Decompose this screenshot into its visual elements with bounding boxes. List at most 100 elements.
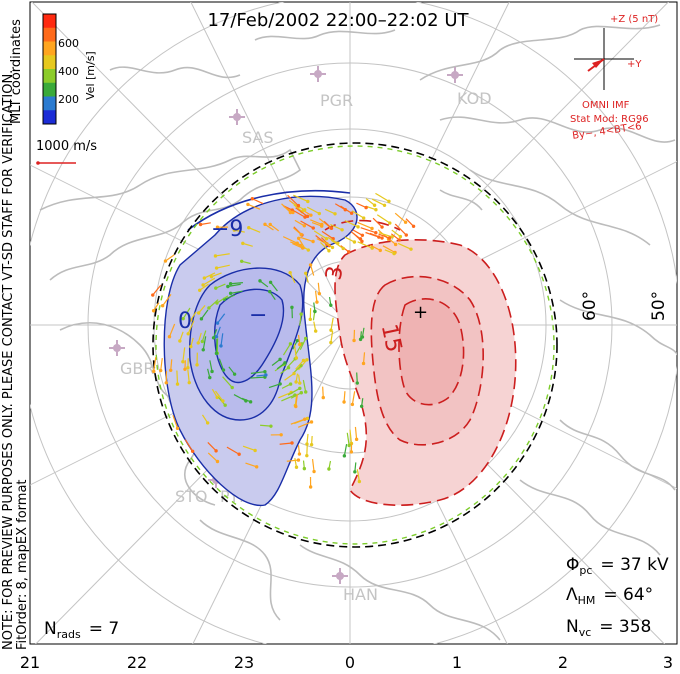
velocity-vector-origin <box>308 263 313 267</box>
velocity-vector <box>182 307 191 319</box>
velocity-vector <box>282 236 298 244</box>
velocity-vector <box>298 359 308 371</box>
latitude-label-50: 50° <box>649 291 669 321</box>
velocity-vector <box>172 415 179 429</box>
velocity-vector-origin <box>278 357 282 362</box>
velocity-vector <box>297 421 312 428</box>
velocity-vector-origin <box>186 366 190 370</box>
velocity-vector <box>202 277 216 286</box>
velocity-vector <box>334 203 346 211</box>
velocity-vector <box>351 210 365 219</box>
velocity-vector <box>252 198 264 205</box>
velocity-vector <box>356 372 358 384</box>
velocity-vector-origin <box>305 453 309 458</box>
velocity-vector-origin <box>215 395 219 400</box>
velocity-vector-origin <box>377 235 381 239</box>
contour-label-negative-left: 0 <box>178 309 192 334</box>
velocity-vector-origin <box>306 199 310 204</box>
velocity-vector-origin <box>349 211 354 215</box>
velocity-vector <box>344 236 355 243</box>
velocity-vector-origin <box>388 221 392 225</box>
scale-vector-dot <box>36 161 40 165</box>
velocity-vector-origin <box>187 380 191 385</box>
velocity-vector-origin <box>340 228 344 232</box>
negative-cell-core <box>214 288 285 383</box>
velocity-vector <box>290 392 302 399</box>
velocity-vector <box>218 358 225 371</box>
colorbar-label: Vel [m/s] <box>84 51 97 100</box>
latitude-label-60: 60° <box>580 291 600 321</box>
velocity-vector-origin <box>214 335 219 339</box>
velocity-vector-origin <box>324 237 329 241</box>
velocity-vector-origin <box>359 404 364 409</box>
velocity-vector <box>376 214 391 224</box>
velocity-vector-origin <box>297 452 302 456</box>
velocity-vector-origin <box>374 208 378 212</box>
velocity-vector <box>371 198 385 206</box>
velocity-vector <box>184 439 194 452</box>
imf-model: Stat Mod: RG96 <box>570 114 649 125</box>
velocity-vector-origin <box>214 266 219 270</box>
velocity-vector-origin <box>317 291 322 296</box>
velocity-vector <box>362 352 366 364</box>
velocity-vector-origin <box>159 368 163 373</box>
velocity-vector <box>324 208 336 215</box>
velocity-vector-origin <box>382 203 387 207</box>
velocity-vector-origin <box>298 342 302 347</box>
contour-label-negative-center: − <box>249 303 267 328</box>
velocity-vector <box>182 347 186 362</box>
velocity-vector <box>369 244 381 251</box>
velocity-vector <box>209 360 213 372</box>
velocity-vector <box>234 229 245 233</box>
velocity-vector <box>200 309 209 320</box>
velocity-vector-origin <box>198 222 203 227</box>
mlt-axis: 21 22 23 0 1 2 3 <box>20 653 673 672</box>
velocity-vector <box>352 229 363 236</box>
mlt-tick-22: 22 <box>127 653 147 672</box>
velocity-vector-origin <box>268 289 272 294</box>
velocity-vector <box>293 194 309 203</box>
velocity-vector <box>349 429 353 444</box>
velocity-vector-origin <box>304 271 308 275</box>
colorbar-swatch <box>43 41 56 56</box>
velocity-vector <box>313 230 327 240</box>
velocity-vector <box>242 445 256 452</box>
velocity-vector <box>230 282 243 285</box>
mlt-tick-3: 3 <box>663 653 673 672</box>
velocity-vector <box>260 424 271 427</box>
velocity-vector <box>378 233 390 239</box>
velocity-vector-origin <box>392 251 396 256</box>
velocity-vector-origin <box>302 466 307 471</box>
velocity-vector-origin <box>205 421 210 425</box>
velocity-vector-origin <box>209 274 214 279</box>
velocity-vector <box>352 232 363 242</box>
velocity-vector-origin <box>215 301 219 305</box>
velocity-vector-origin <box>304 390 308 394</box>
velocity-vector-origin <box>202 276 207 280</box>
velocity-vector-origin <box>296 236 301 241</box>
velocity-vector <box>270 281 278 292</box>
velocity-vector-origin <box>329 328 333 332</box>
velocity-vector-origin <box>342 400 346 404</box>
stat-nrads: Nrads = 7 <box>44 619 119 641</box>
velocity-vector <box>162 294 172 307</box>
velocity-vector-origin <box>263 222 267 227</box>
velocity-vector-origin <box>152 369 156 374</box>
contour-label-positive-top: 3 <box>321 264 348 282</box>
velocity-vector-origin <box>215 321 220 325</box>
velocity-vector <box>160 358 163 371</box>
velocity-vector-origin <box>189 318 193 322</box>
velocity-vector-origin <box>210 369 214 374</box>
velocity-vector <box>300 236 314 243</box>
velocity-vector <box>224 294 236 300</box>
velocity-vector-origin <box>291 210 295 215</box>
velocity-vector-origin <box>347 443 351 448</box>
velocity-vector-origin <box>329 340 333 345</box>
velocity-vector <box>322 386 324 398</box>
velocity-vector-origin <box>288 210 293 215</box>
velocity-vector <box>233 394 247 402</box>
station-label-gbr: GBR <box>120 359 155 378</box>
velocity-vector <box>245 462 257 468</box>
station-label-sto: STO <box>175 487 208 506</box>
